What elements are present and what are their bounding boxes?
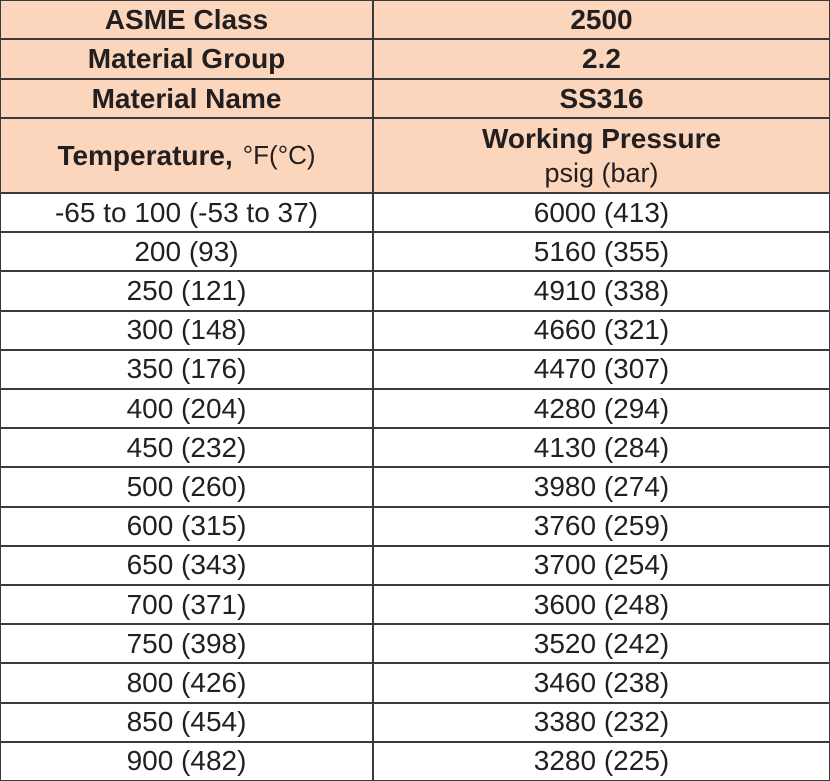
info-label: ASME Class xyxy=(1,1,372,38)
pressure-cell: 4280 (294) xyxy=(374,390,829,428)
pressure-cell: 3760 (259) xyxy=(374,507,829,545)
temperature-cell: 300 (148) xyxy=(1,311,372,349)
pressure-cell: 3700 (254) xyxy=(374,546,829,584)
pressure-cell: 3600 (248) xyxy=(374,586,829,624)
temperature-cell: 750 (398) xyxy=(1,625,372,663)
header-unit: °F(°C) xyxy=(242,140,316,170)
pressure-cell: 3980 (274) xyxy=(374,468,829,506)
temperature-cell: 450 (232) xyxy=(1,429,372,467)
temperature-cell: 200 (93) xyxy=(1,233,372,271)
pressure-cell: 3380 (232) xyxy=(374,703,829,741)
temperature-cell: -65 to 100 (-53 to 37) xyxy=(1,194,372,232)
temperature-header: Temperature, °F(°C) xyxy=(1,119,372,192)
info-label: Material Name xyxy=(1,80,372,117)
temperature-cell: 700 (371) xyxy=(1,586,372,624)
temperature-cell: 900 (482) xyxy=(1,742,372,780)
temperature-cell: 850 (454) xyxy=(1,703,372,741)
temperature-cell: 500 (260) xyxy=(1,468,372,506)
pressure-cell: 4130 (284) xyxy=(374,429,829,467)
info-value: 2500 xyxy=(374,1,829,38)
pressure-cell: 3280 (225) xyxy=(374,742,829,780)
temperature-cell: 250 (121) xyxy=(1,272,372,310)
temperature-cell: 800 (426) xyxy=(1,664,372,702)
info-value: SS316 xyxy=(374,80,829,117)
info-label: Material Group xyxy=(1,40,372,78)
info-value: 2.2 xyxy=(374,40,829,78)
temperature-cell: 600 (315) xyxy=(1,507,372,545)
pressure-cell: 4470 (307) xyxy=(374,350,829,388)
pressure-cell: 4660 (321) xyxy=(374,311,829,349)
pressure-cell: 5160 (355) xyxy=(374,233,829,271)
temperature-cell: 650 (343) xyxy=(1,546,372,584)
pressure-header: Working Pressure psig (bar) xyxy=(374,119,829,192)
pressure-cell: 3460 (238) xyxy=(374,664,829,702)
header-unit: psig (bar) xyxy=(544,157,659,188)
temperature-cell: 400 (204) xyxy=(1,390,372,428)
temperature-cell: 350 (176) xyxy=(1,350,372,388)
header-label: Working Pressure xyxy=(481,122,722,154)
pressure-cell: 6000 (413) xyxy=(374,194,829,232)
pressure-cell: 4910 (338) xyxy=(374,272,829,310)
pressure-cell: 3520 (242) xyxy=(374,625,829,663)
header-label: Temperature, xyxy=(57,139,233,171)
